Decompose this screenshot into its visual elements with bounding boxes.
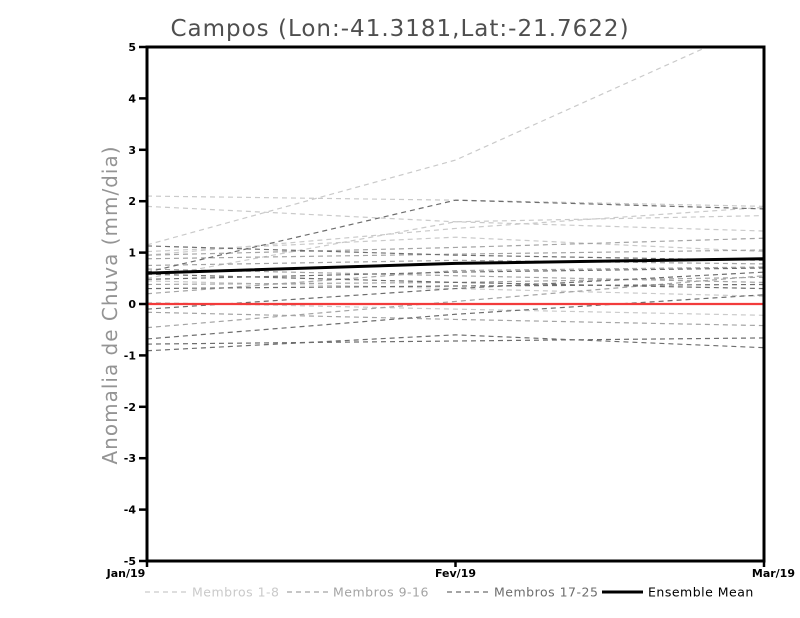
ensemble-member-line bbox=[147, 267, 764, 280]
ensemble-member-line bbox=[147, 334, 764, 352]
ensemble-member-line bbox=[147, 271, 764, 310]
ensemble-member-line bbox=[147, 47, 709, 246]
legend-label: Membros 9-16 bbox=[333, 585, 429, 600]
legend-label: Membros 17-25 bbox=[494, 585, 598, 600]
y-axis-tick-label: -4 bbox=[124, 504, 137, 517]
ensemble-member-line bbox=[147, 249, 764, 260]
ensemble-member-line bbox=[147, 311, 764, 327]
x-axis-tick-label: Fev/19 bbox=[435, 567, 476, 580]
ensemble-member-line bbox=[147, 199, 764, 273]
y-axis-tick-label: -1 bbox=[124, 349, 136, 362]
ensemble-member-line bbox=[147, 245, 764, 261]
ensemble-member-line bbox=[147, 259, 764, 267]
y-axis-tick-label: 2 bbox=[128, 195, 136, 208]
x-axis-tick-label: Mar/19 bbox=[752, 567, 795, 580]
y-axis-tick-label: -3 bbox=[124, 452, 136, 465]
legend-label: Ensemble Mean bbox=[648, 585, 754, 600]
chart-title: Campos (Lon:-41.3181,Lat:-21.7622) bbox=[170, 16, 630, 42]
y-axis-tick-label: 1 bbox=[128, 247, 136, 260]
ensemble-member-line bbox=[147, 275, 764, 329]
y-axis-tick-label: 0 bbox=[128, 298, 136, 311]
ensemble-mean-line bbox=[147, 257, 764, 275]
ensemble-member-line bbox=[147, 205, 764, 232]
ensemble-member-line bbox=[147, 337, 764, 345]
ensemble-member-line bbox=[147, 294, 764, 340]
y-axis-tick-label: -5 bbox=[124, 555, 136, 568]
y-axis-tick-label: -2 bbox=[124, 401, 136, 414]
ensemble-member-line bbox=[147, 195, 764, 207]
ensemble-member-line bbox=[147, 237, 764, 256]
y-axis-tick-label: 3 bbox=[128, 144, 136, 157]
y-axis-tick-label: 5 bbox=[128, 41, 136, 54]
ensemble-member-line bbox=[147, 206, 764, 256]
ensemble-member-line bbox=[147, 266, 764, 295]
legend-label: Membros 1-8 bbox=[192, 585, 280, 600]
y-axis-tick-label: 4 bbox=[128, 92, 136, 105]
ensemble-member-line bbox=[147, 236, 764, 253]
x-axis-tick-label: Jan/19 bbox=[106, 567, 146, 580]
y-axis-label: Anomalia de Chuva (mm/dia) bbox=[98, 145, 122, 465]
ensemble-member-line bbox=[147, 283, 764, 290]
